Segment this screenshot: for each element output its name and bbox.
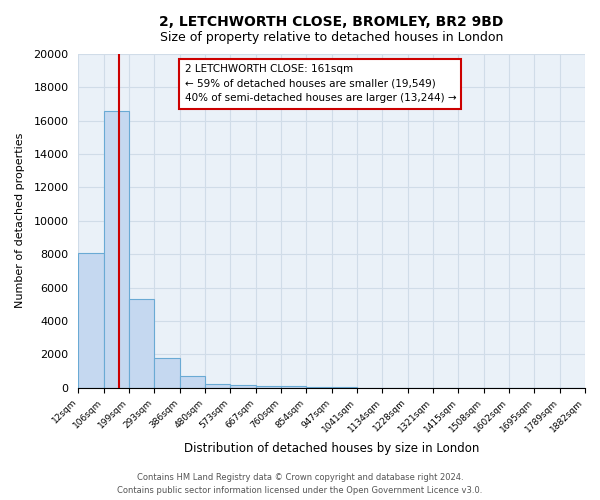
Bar (104, 112, 129, 388)
Bar (256, 386, 281, 388)
Bar (129, 300, 154, 388)
Text: Contains HM Land Registry data © Crown copyright and database right 2024.
Contai: Contains HM Land Registry data © Crown c… (118, 474, 482, 495)
Bar (230, 386, 256, 388)
Bar (281, 386, 307, 388)
Bar (154, 358, 179, 388)
Bar (78, 254, 104, 388)
Title: 2, LETCHWORTH CLOSE, BROMLEY, BR2 9BD: 2, LETCHWORTH CLOSE, BROMLEY, BR2 9BD (160, 15, 504, 29)
Text: 2 LETCHWORTH CLOSE: 161sqm
← 59% of detached houses are smaller (19,549)
40% of : 2 LETCHWORTH CLOSE: 161sqm ← 59% of deta… (185, 64, 456, 104)
Bar (179, 376, 205, 388)
Y-axis label: Number of detached properties: Number of detached properties (15, 133, 25, 308)
X-axis label: Distribution of detached houses by size in London: Distribution of detached houses by size … (184, 442, 479, 455)
Bar (205, 384, 230, 388)
Text: Size of property relative to detached houses in London: Size of property relative to detached ho… (160, 32, 503, 44)
